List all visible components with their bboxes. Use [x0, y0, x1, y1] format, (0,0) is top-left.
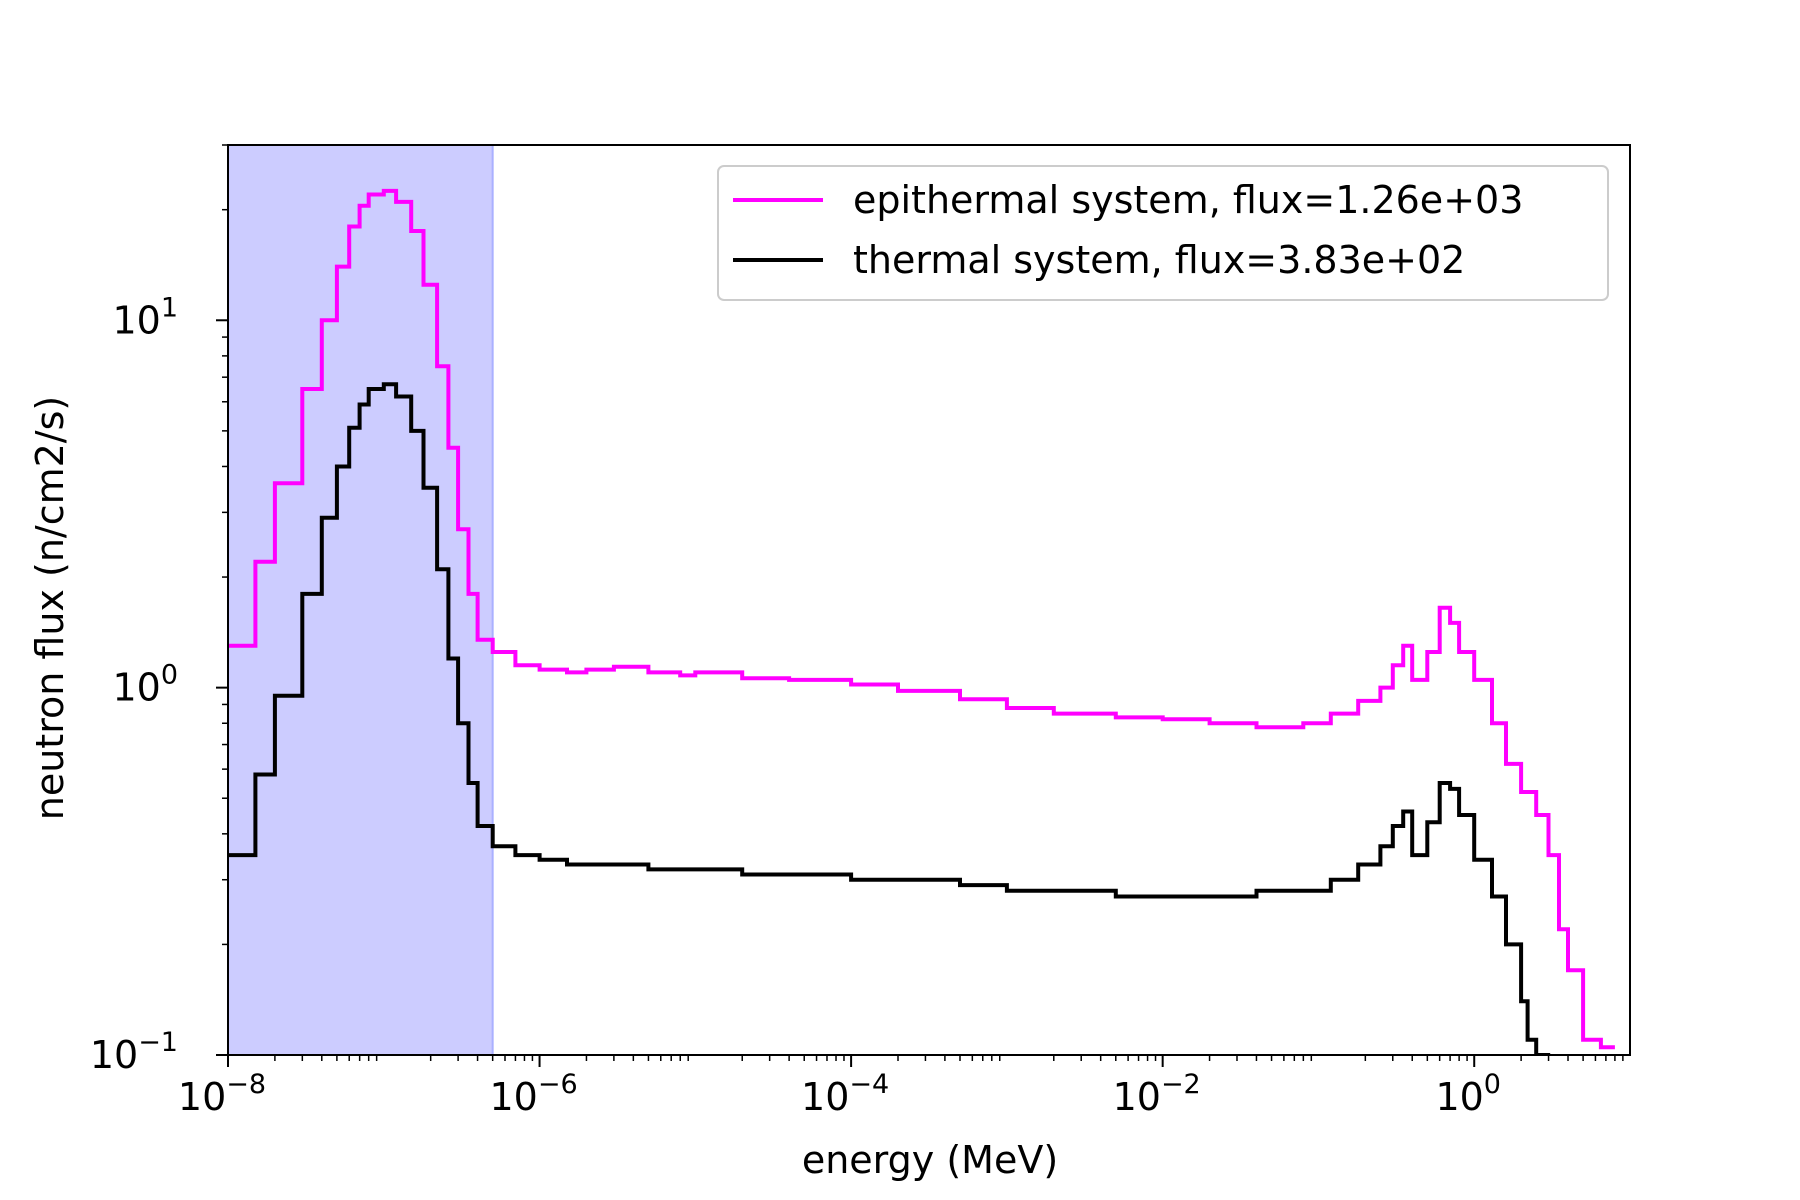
y-axis-label: neutron flux (n/cm2/s): [28, 396, 72, 820]
y-tick-label: 100: [112, 660, 178, 710]
y-tick-label: 101: [112, 292, 178, 342]
x-tick-label: 100: [1435, 1069, 1501, 1119]
legend-box: [717, 165, 1609, 301]
plot-frame: [227, 144, 1631, 1056]
x-tick-label: 10−8: [178, 1069, 266, 1119]
series-line-thermal: [228, 382, 1551, 1055]
legend: epithermal system, flux=1.26e+03 thermal …: [717, 165, 1609, 301]
y-tick-label: 10−1: [90, 1027, 178, 1077]
x-tick-label: 10−6: [489, 1069, 577, 1119]
legend-entry-label: thermal system, flux=3.83e+02: [853, 238, 1465, 282]
shaded-region: [228, 145, 494, 1055]
series-line-epithermal: [228, 188, 1615, 1050]
legend-entry-label: epithermal system, flux=1.26e+03: [853, 178, 1523, 222]
x-axis-label: energy (MeV): [802, 1138, 1058, 1182]
x-tick-label: 10−4: [801, 1069, 889, 1119]
x-tick-label: 10−2: [1113, 1069, 1201, 1119]
